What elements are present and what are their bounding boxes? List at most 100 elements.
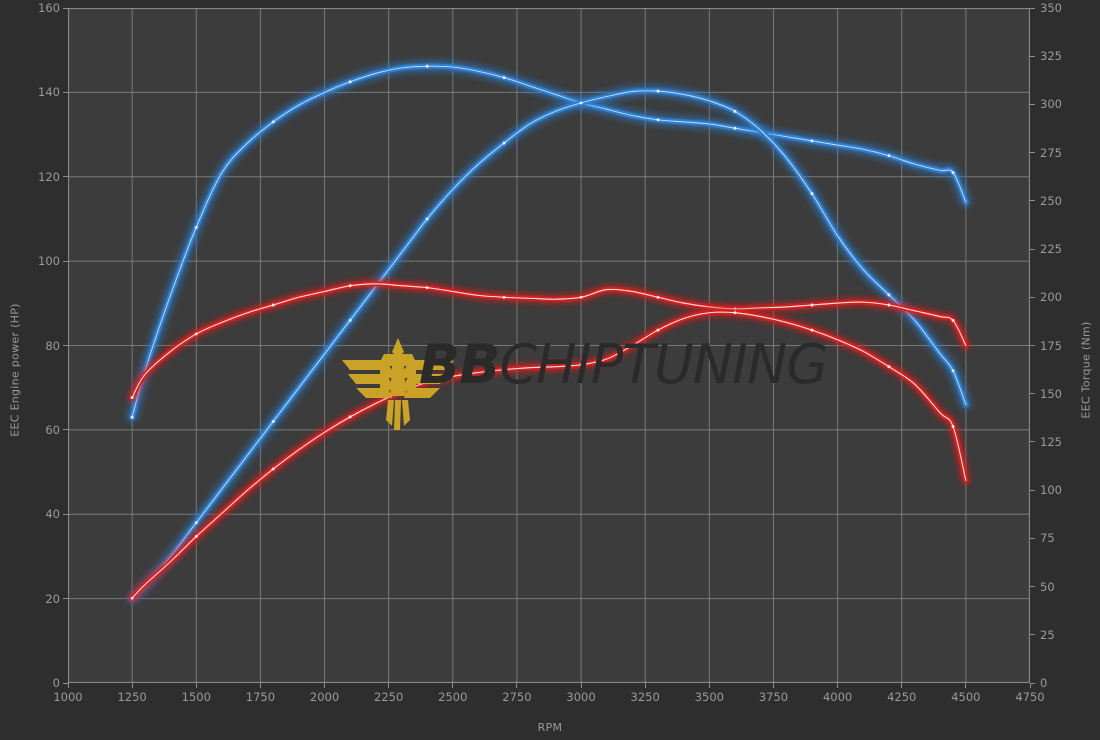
data-point (348, 415, 352, 419)
y-left-tick-label: 60 (45, 422, 60, 437)
tick-mark (1030, 634, 1035, 636)
data-point (887, 293, 891, 297)
series-3 (128, 280, 970, 402)
wing-right-3 (404, 388, 440, 398)
tick-mark (67, 683, 69, 688)
y-right-tick-label: 275 (1040, 145, 1062, 160)
tick-mark (1030, 200, 1035, 202)
data-point (951, 318, 955, 322)
y-right-tick-label: 225 (1040, 242, 1062, 257)
watermark-brand-bold: BB (419, 333, 500, 396)
data-point (656, 328, 660, 332)
y-right-tick-label: 125 (1040, 434, 1062, 449)
y-right-tick-label: 75 (1040, 531, 1055, 546)
y-right-tick-label: 25 (1040, 627, 1055, 642)
y-left-tick-label: 140 (38, 85, 60, 100)
x-bottom-tick-label: 2000 (309, 690, 340, 704)
x-bottom-tick-label: 2500 (438, 690, 468, 704)
y-left-tick-label: 0 (52, 676, 60, 690)
y-left-tick-label: 20 (45, 591, 60, 606)
x-bottom-tick-label: 3750 (758, 690, 789, 704)
tick-mark (63, 176, 68, 178)
x-bottom-tick-label: 4500 (951, 690, 981, 704)
y-right-tick-label: 100 (1040, 483, 1062, 498)
wing-left-3 (356, 388, 392, 398)
x-bottom-tick-label: 4250 (887, 690, 917, 704)
tick-mark (63, 598, 68, 600)
watermark-brand-light: CHIPTUNING (499, 333, 828, 396)
tick-mark (837, 683, 839, 688)
data-point (502, 141, 506, 145)
tick-mark (516, 683, 518, 688)
data-point (579, 101, 583, 105)
tick-mark (1030, 682, 1035, 684)
y-right-tick-label: 50 (1040, 579, 1055, 594)
y-left-tick-label: 40 (45, 507, 60, 522)
data-point (130, 596, 134, 600)
data-point (502, 295, 506, 299)
x-bottom-tick-label: 4000 (822, 690, 853, 704)
data-point (656, 89, 660, 93)
data-point (194, 521, 198, 525)
data-point (733, 311, 737, 315)
data-point (887, 154, 891, 158)
data-point (425, 64, 429, 68)
y-right-tick-label: 350 (1040, 1, 1062, 15)
tick-mark (452, 683, 454, 688)
data-point (194, 225, 198, 229)
y-right-tick-label: 150 (1040, 386, 1062, 401)
data-point (348, 318, 352, 322)
data-point (951, 369, 955, 373)
crest-body (378, 354, 418, 366)
data-point (502, 368, 506, 372)
right-axis-title: EEC Torque (Nm) (1079, 321, 1093, 419)
tick-mark (772, 683, 774, 688)
x-bottom-tick-label: 1500 (181, 690, 211, 704)
data-point (130, 396, 134, 400)
y-right-tick-label: 250 (1040, 193, 1062, 208)
tick-mark (1030, 345, 1035, 346)
tick-mark (131, 683, 133, 688)
y-right-tick-label: 325 (1040, 49, 1062, 64)
data-point (810, 139, 814, 143)
y-right-tick-label: 0 (1040, 676, 1048, 690)
data-point (887, 303, 891, 307)
x-bottom-tick-label: 3000 (566, 690, 596, 704)
data-point (733, 126, 737, 130)
data-point (656, 295, 660, 299)
data-point (810, 303, 814, 307)
y-right-tick-label: 175 (1040, 338, 1062, 353)
data-point (733, 109, 737, 113)
data-point (194, 534, 198, 538)
tick-mark (63, 7, 68, 9)
tail-left (386, 400, 394, 426)
wing-right-1 (404, 360, 454, 370)
data-point (810, 328, 814, 332)
watermark-brand: BBCHIPTUNING (419, 333, 828, 396)
motif-center-body (390, 366, 406, 396)
curves-canvas (68, 8, 1030, 683)
x-bottom-tick-label: 1750 (245, 690, 276, 704)
data-point (348, 284, 352, 288)
tick-mark (195, 683, 197, 688)
data-point (887, 365, 891, 369)
tick-mark (1030, 537, 1035, 539)
tick-mark (324, 683, 326, 688)
y-left-tick-label: 80 (45, 338, 60, 353)
data-point (425, 217, 429, 221)
tick-mark (644, 683, 646, 688)
tick-mark (1030, 152, 1035, 154)
tick-mark (965, 683, 967, 688)
x-bottom-tick-label: 1250 (117, 690, 147, 704)
series-group (128, 62, 970, 603)
tail-center (394, 400, 401, 430)
tick-mark (63, 513, 68, 515)
bb-winged-emblem-icon (342, 338, 454, 430)
tick-mark (1030, 248, 1035, 250)
data-point (130, 415, 134, 419)
data-point (579, 363, 583, 367)
tick-mark (63, 345, 68, 346)
y-left-tick-label: 160 (38, 1, 60, 15)
tick-mark (259, 683, 261, 688)
